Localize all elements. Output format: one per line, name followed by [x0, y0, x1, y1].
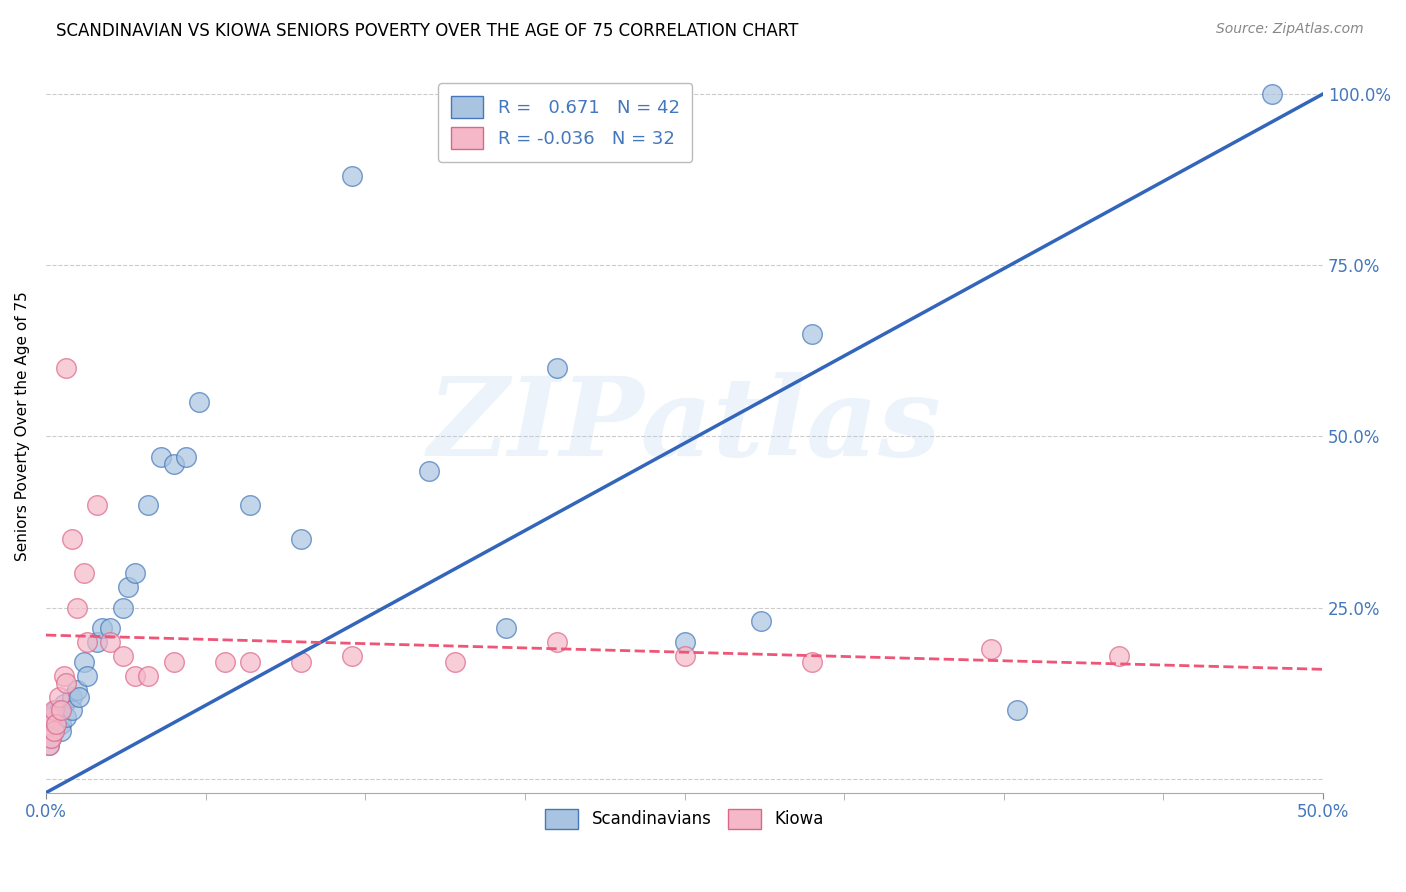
Point: [124, 566, 146, 581]
Point: [39, 717, 62, 731]
Point: [86, 635, 108, 649]
Point: [55, 676, 77, 690]
Point: [51, 724, 73, 739]
Point: [60, 690, 83, 704]
Point: [214, 656, 236, 670]
Point: [60, 532, 83, 546]
Y-axis label: Seniors Poverty Over the Age of 75: Seniors Poverty Over the Age of 75: [15, 292, 30, 561]
Point: [42, 703, 65, 717]
Point: [801, 326, 824, 341]
Text: Source: ZipAtlas.com: Source: ZipAtlas.com: [1216, 22, 1364, 37]
Point: [673, 648, 696, 663]
Point: [546, 360, 568, 375]
Point: [42, 710, 65, 724]
Point: [52, 697, 75, 711]
Point: [673, 635, 696, 649]
Point: [48, 703, 70, 717]
Point: [1261, 87, 1284, 101]
Point: [136, 498, 159, 512]
Point: [39, 731, 62, 745]
Legend: Scandinavians, Kiowa: Scandinavians, Kiowa: [538, 802, 831, 836]
Point: [801, 656, 824, 670]
Point: [111, 600, 134, 615]
Point: [51, 703, 73, 717]
Point: [52, 669, 75, 683]
Point: [495, 621, 517, 635]
Point: [163, 656, 186, 670]
Point: [1005, 703, 1028, 717]
Point: [176, 450, 198, 464]
Point: [124, 669, 146, 683]
Point: [188, 395, 211, 409]
Point: [86, 498, 108, 512]
Point: [45, 717, 67, 731]
Point: [136, 669, 159, 683]
Point: [342, 648, 364, 663]
Point: [239, 498, 262, 512]
Point: [60, 703, 83, 717]
Point: [48, 710, 70, 724]
Point: [149, 450, 172, 464]
Point: [45, 717, 67, 731]
Point: [39, 731, 62, 745]
Point: [1108, 648, 1130, 663]
Point: [91, 621, 114, 635]
Point: [76, 669, 98, 683]
Point: [111, 648, 134, 663]
Point: [76, 635, 98, 649]
Text: SCANDINAVIAN VS KIOWA SENIORS POVERTY OVER THE AGE OF 75 CORRELATION CHART: SCANDINAVIAN VS KIOWA SENIORS POVERTY OV…: [56, 22, 799, 40]
Point: [42, 724, 65, 739]
Point: [38, 738, 60, 752]
Point: [55, 710, 77, 724]
Point: [163, 457, 186, 471]
Point: [65, 682, 87, 697]
Point: [443, 656, 465, 670]
Point: [980, 641, 1002, 656]
Point: [546, 635, 568, 649]
Point: [65, 600, 87, 615]
Point: [98, 635, 121, 649]
Point: [55, 360, 77, 375]
Point: [48, 690, 70, 704]
Point: [290, 656, 312, 670]
Point: [67, 690, 90, 704]
Point: [290, 532, 312, 546]
Point: [38, 738, 60, 752]
Text: ZIPatlas: ZIPatlas: [427, 372, 942, 480]
Point: [45, 703, 67, 717]
Point: [73, 656, 96, 670]
Point: [42, 724, 65, 739]
Point: [98, 621, 121, 635]
Point: [418, 464, 440, 478]
Point: [73, 566, 96, 581]
Point: [117, 580, 139, 594]
Point: [51, 717, 73, 731]
Point: [239, 656, 262, 670]
Point: [38, 717, 60, 731]
Point: [749, 615, 772, 629]
Point: [342, 169, 364, 183]
Point: [38, 724, 60, 739]
Point: [39, 710, 62, 724]
